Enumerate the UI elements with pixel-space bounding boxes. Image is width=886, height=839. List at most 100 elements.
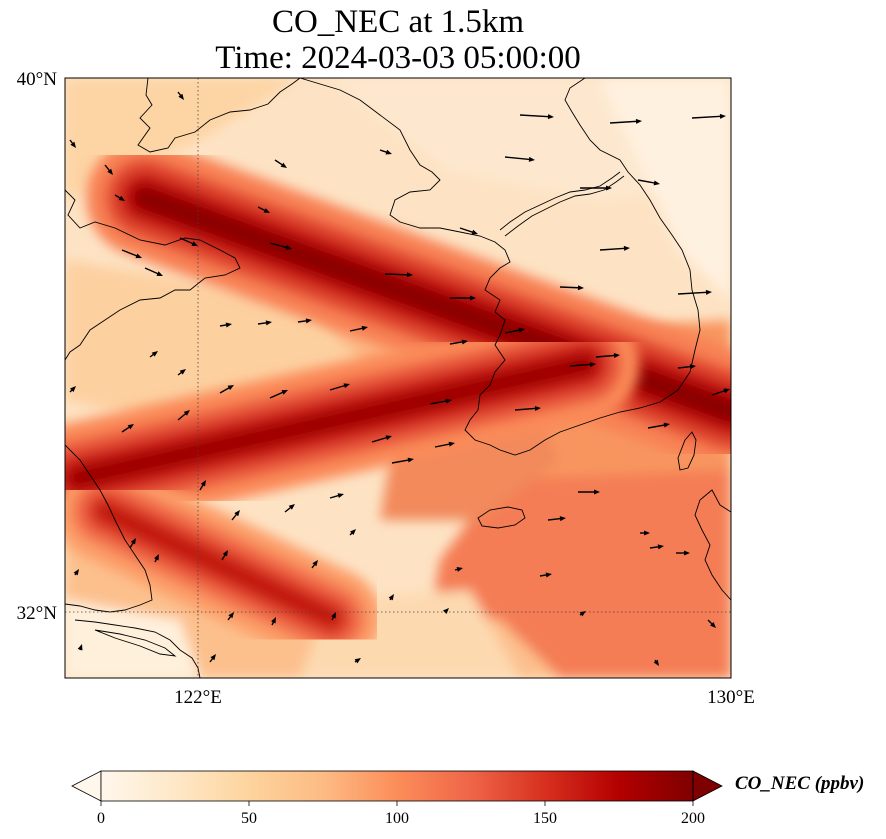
lon-tick-130e: 130°E	[707, 687, 755, 708]
plume-layer	[65, 139, 731, 668]
wind-arrow	[219, 385, 234, 394]
japan-kyushu	[694, 489, 731, 601]
wind-arrow	[434, 441, 455, 448]
wind-arrow	[69, 139, 76, 148]
colorbar-tick-label: 200	[681, 810, 705, 827]
wind-arrow	[653, 659, 659, 666]
wind-arrow	[388, 594, 394, 601]
colorbar-label: CO_NEC (ppbv)	[735, 773, 864, 794]
wind-arrow	[349, 325, 368, 332]
wind-arrow	[454, 567, 463, 572]
wind-arrow	[179, 237, 198, 246]
colorbar-tick-label: 50	[241, 810, 257, 827]
wind-arrow	[121, 249, 142, 259]
wind-arrow	[569, 361, 596, 367]
coastline-yangtze	[74, 619, 201, 678]
wind-arrow	[297, 318, 312, 324]
lat-tick-40n: 40°N	[17, 69, 58, 90]
colorbar-ticks: 0 50 100 150 200	[97, 801, 705, 827]
wind-arrow	[599, 245, 630, 251]
coastlines	[65, 78, 731, 678]
plume-stroke	[67, 353, 596, 490]
wind-arrow	[177, 91, 184, 100]
map-timestamp: Time: 2024-03-03 05:00:00	[215, 40, 581, 76]
wind-arrow	[580, 185, 612, 191]
wind-arrow	[559, 285, 584, 291]
wind-arrow	[154, 554, 159, 563]
wind-arrow	[221, 550, 228, 561]
wind-arrow	[231, 510, 240, 521]
coastline-korea-west	[299, 78, 701, 456]
wind-arrow	[640, 530, 650, 536]
wind-arrow	[149, 351, 158, 358]
wind-arrow	[371, 435, 392, 443]
plume-band	[65, 309, 640, 534]
wind-arrow	[578, 489, 600, 495]
gridlines	[65, 78, 731, 678]
tsushima-island	[677, 431, 697, 471]
wind-arrow	[450, 295, 476, 301]
wind-arrow	[504, 156, 535, 162]
wind-arrow	[331, 612, 336, 621]
wind-arrow	[349, 529, 356, 536]
field-patch	[65, 600, 200, 678]
plume-band	[65, 461, 381, 668]
lat-tick-32n: 32°N	[17, 603, 58, 624]
wind-arrow	[177, 369, 186, 376]
coastline-korea-inner	[504, 175, 625, 237]
wind-arrow	[379, 149, 392, 155]
wind-arrow	[354, 658, 361, 664]
coastline-yangtze-island	[94, 629, 177, 657]
wind-arrow	[676, 550, 690, 556]
wind-arrow	[691, 113, 726, 119]
plume-stroke	[95, 501, 342, 628]
wind-arrow	[284, 504, 295, 513]
wind-arrow	[329, 383, 350, 391]
map-title: CO_NEC at 1.5km	[271, 4, 525, 40]
plot-frame	[64, 77, 732, 679]
wind-arrow	[227, 612, 234, 621]
wind-arrow	[257, 320, 272, 326]
colorbar-tick-label: 100	[385, 810, 409, 827]
wind-arrow	[274, 159, 287, 168]
wind-arrow	[144, 267, 163, 276]
wind-arrow	[459, 227, 478, 235]
colorbar-tick-label: 150	[533, 810, 557, 827]
wind-arrow	[539, 572, 552, 578]
wind-arrow	[69, 386, 76, 393]
wind-arrow	[199, 480, 206, 491]
wind-arrow	[649, 544, 664, 550]
wind-arrow	[73, 569, 79, 576]
coastline-bohai-shandong	[65, 189, 241, 361]
wind-arrow	[271, 617, 276, 626]
wind-arrow	[677, 289, 712, 295]
colorbar-gradient	[101, 771, 693, 801]
wind-arrow	[269, 390, 288, 399]
lon-tick-122e: 122°E	[174, 687, 222, 708]
wind-arrow	[449, 339, 468, 345]
colorbar-tick-label: 0	[97, 810, 105, 827]
coastline-korea-inner	[499, 171, 621, 231]
wind-arrow	[504, 327, 525, 334]
coastline-china-east	[65, 444, 153, 613]
jeju-island	[477, 506, 526, 529]
wind-arrow	[177, 410, 190, 421]
wind-arrow	[677, 364, 696, 370]
wind-arrow	[647, 422, 670, 429]
wind-arrow	[579, 611, 586, 617]
wind-arrow	[711, 388, 730, 396]
colorbar: 0 50 100 150 200 CO_NEC (ppbv)	[71, 770, 864, 827]
wind-arrow	[429, 398, 452, 405]
wind-vectors	[69, 91, 730, 666]
wind-arrow	[311, 560, 318, 569]
wind-arrow	[637, 179, 660, 186]
wind-arrow	[77, 644, 83, 651]
field-patch	[600, 78, 731, 300]
wind-arrow	[209, 654, 216, 663]
wind-arrow	[384, 272, 413, 278]
wind-arrow	[442, 608, 449, 615]
concentration-field	[65, 78, 731, 678]
wind-arrow	[269, 242, 292, 250]
wind-arrow	[257, 206, 270, 213]
